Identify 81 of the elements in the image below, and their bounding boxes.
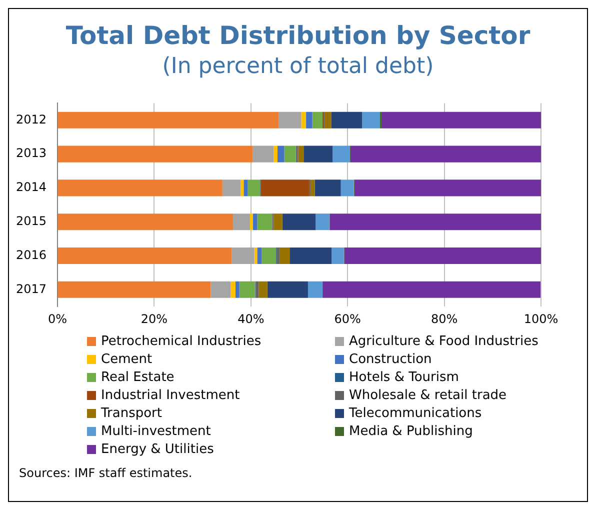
bar (314, 180, 341, 196)
legend-label: Hotels & Tourism (349, 370, 459, 385)
bar (58, 214, 234, 230)
y-tick-label: 2017 (16, 282, 47, 296)
bar (230, 281, 236, 298)
legend-label: Cement (101, 352, 152, 367)
bar (279, 247, 290, 264)
bar (274, 146, 278, 162)
bar (257, 247, 262, 264)
bar (284, 146, 296, 162)
legend-label: Wholesale & retail trade (349, 388, 507, 403)
bar (258, 281, 268, 298)
chart-subtitle: (In percent of total debt) (161, 54, 435, 79)
bar (222, 180, 241, 196)
bar (244, 180, 248, 196)
x-tick-label: 80% (430, 312, 458, 326)
bar (257, 214, 272, 230)
legend-label: Multi-investment (101, 424, 211, 439)
legend-label: Real Estate (101, 370, 174, 385)
bar (262, 247, 276, 264)
bar (332, 146, 350, 162)
bar (210, 281, 231, 298)
bar (267, 281, 308, 298)
x-tick-label: 40% (238, 312, 264, 326)
legend-label: Media & Publishing (349, 424, 473, 439)
bar (232, 247, 254, 264)
legend-label: Petrochemical Industries (101, 334, 262, 349)
bar (324, 112, 332, 128)
y-tick-label: 2014 (16, 180, 47, 194)
bar (340, 180, 354, 196)
chart-title: Total Debt Distribution by Sector (64, 21, 532, 50)
bar (354, 180, 541, 196)
y-tick-label: 2013 (16, 146, 47, 160)
bar (330, 214, 541, 230)
legend-label: Energy & Utilities (101, 442, 214, 457)
bar (304, 146, 333, 162)
bar (344, 247, 541, 264)
bar (58, 112, 278, 128)
bar (58, 180, 222, 196)
bar (235, 281, 240, 298)
bar (381, 112, 541, 128)
bar (362, 112, 380, 128)
bar (290, 247, 332, 264)
x-tick-label: 100% (524, 312, 558, 326)
bar (239, 281, 255, 298)
bar (233, 214, 250, 230)
bar (282, 214, 316, 230)
legend-label: Industrial Investment (101, 388, 240, 403)
x-tick-label: 60% (334, 312, 361, 326)
bar (58, 247, 232, 264)
y-tick-label: 2016 (16, 248, 47, 262)
bar (308, 281, 322, 298)
bar (310, 180, 315, 196)
bar (301, 112, 306, 128)
x-tick-label: 0% (48, 312, 68, 326)
bar (250, 214, 253, 230)
bar (298, 146, 304, 162)
source-note: Sources: IMF staff estimates. (19, 466, 194, 480)
x-tick-label: 20% (140, 312, 168, 326)
y-tick-label: 2012 (16, 112, 47, 126)
bar (248, 180, 260, 196)
bar (278, 112, 302, 128)
bar (58, 281, 211, 298)
legend-label: Agriculture & Food Industries (349, 334, 538, 349)
bar (316, 214, 330, 230)
bar (252, 146, 274, 162)
legend-label: Telecommunications (349, 406, 482, 421)
bar (58, 146, 253, 162)
bar (332, 247, 344, 264)
bar (306, 112, 312, 128)
bar (331, 112, 362, 128)
legend-label: Transport (101, 406, 162, 421)
bar (274, 214, 282, 230)
y-tick-label: 2015 (16, 214, 47, 228)
bar (350, 146, 541, 162)
bar (278, 146, 284, 162)
bar (312, 112, 322, 128)
bar (260, 180, 310, 196)
bar (322, 281, 541, 298)
bar (252, 214, 258, 230)
legend-label: Construction (349, 352, 432, 367)
